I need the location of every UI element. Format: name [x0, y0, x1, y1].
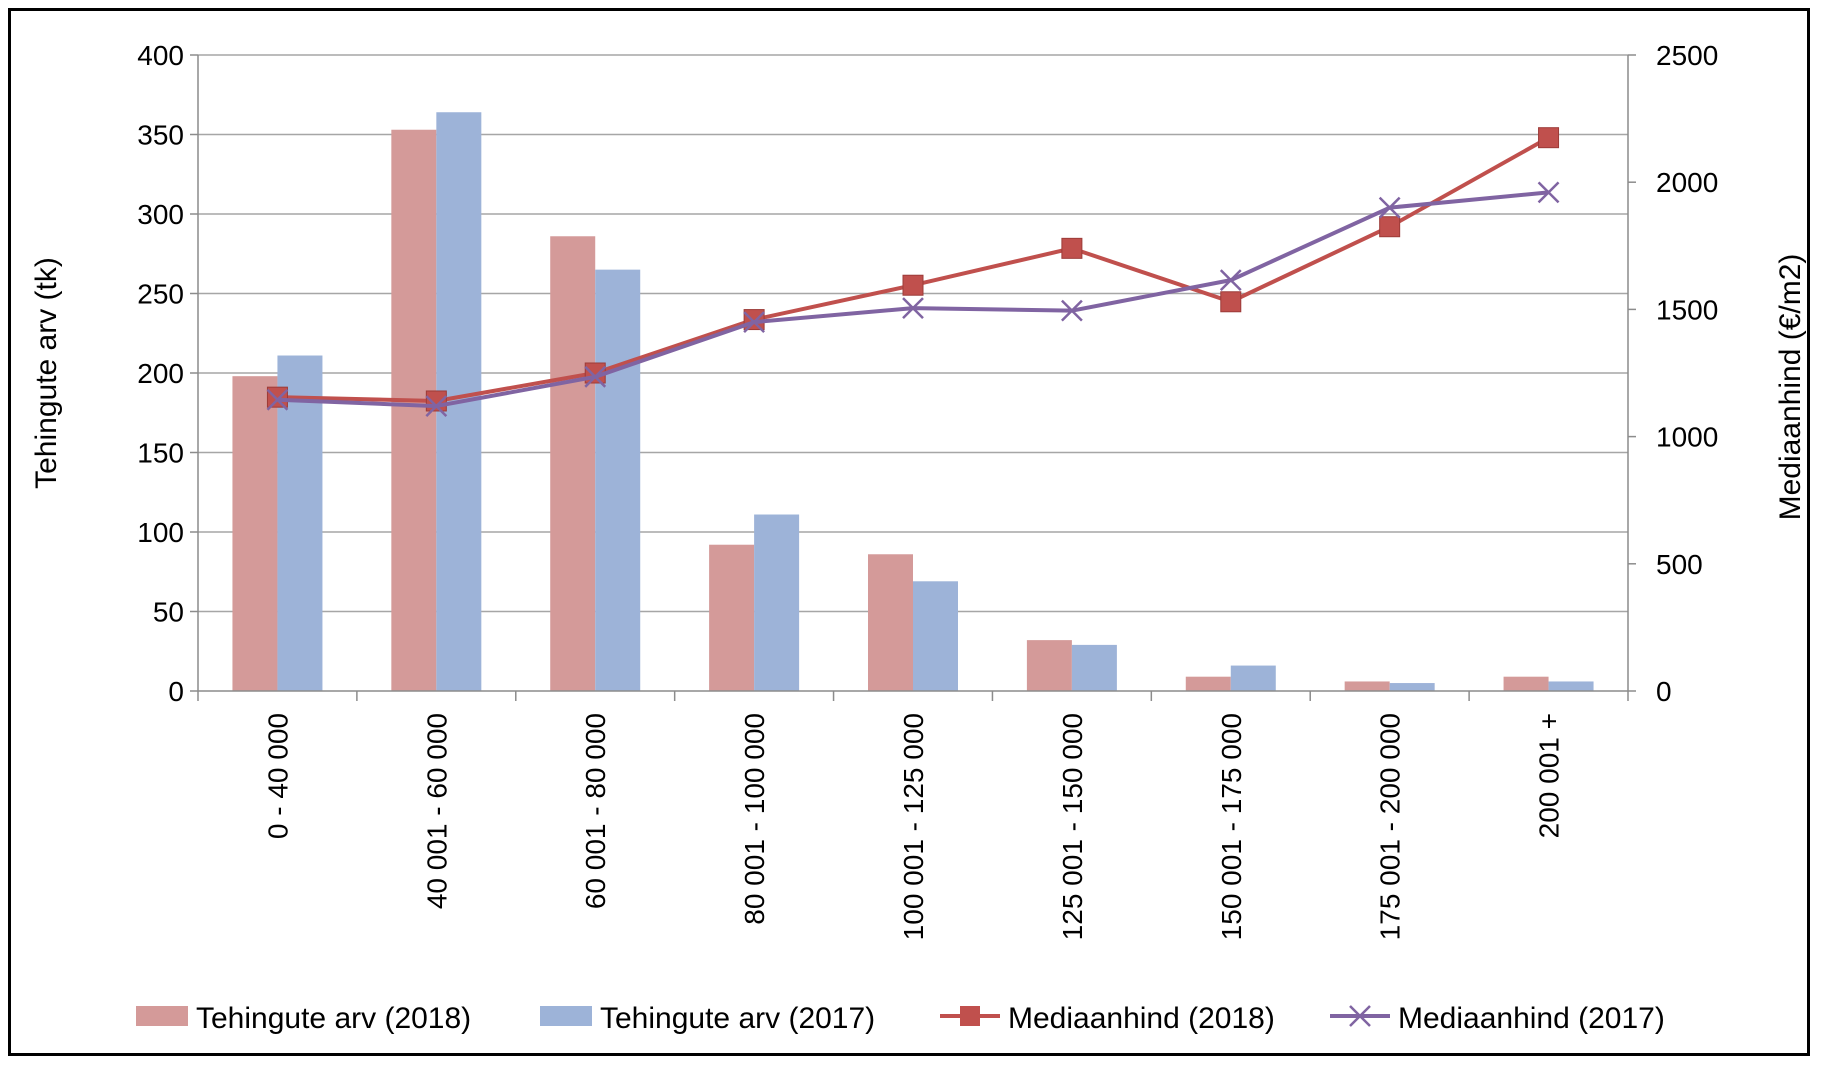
y2-tick-label: 1500: [1656, 294, 1718, 325]
bar: [595, 269, 641, 691]
y-tick-label: 150: [137, 438, 184, 469]
bar: [1503, 676, 1549, 691]
bar: [1230, 665, 1276, 691]
bar: [1548, 681, 1594, 691]
bar: [709, 544, 755, 691]
bar: [754, 514, 800, 691]
line-point: [902, 297, 924, 320]
bar: [1071, 644, 1117, 691]
y2-tick-label: 500: [1656, 549, 1703, 580]
y-axis-title: Tehingute arv (tk): [30, 257, 63, 489]
bar: [1389, 683, 1435, 691]
x-category-label: 175 001 - 200 000: [1375, 713, 1406, 940]
bar: [232, 376, 278, 691]
line-point: [1537, 181, 1560, 204]
line-point: [584, 365, 607, 388]
bar: [277, 355, 323, 691]
x-category-label: 200 001 +: [1534, 713, 1565, 838]
y-tick-label: 350: [137, 120, 184, 151]
lines: [266, 127, 1560, 417]
line-point: [266, 388, 289, 411]
line-point: [902, 274, 924, 296]
x-category-label: 150 001 - 175 000: [1216, 713, 1247, 940]
y2-tick-label: 2000: [1656, 167, 1718, 198]
x-category-label: 0 - 40 000: [262, 713, 293, 839]
y2-tick-label: 1000: [1656, 422, 1718, 453]
x-category-label: 40 001 - 60 000: [421, 713, 452, 909]
bar: [913, 581, 958, 691]
legend-label: Tehingute arv (2017): [600, 1002, 875, 1035]
y-tick-label: 400: [137, 40, 184, 71]
axes: [190, 54, 1636, 701]
y2-tick-label: 0: [1656, 676, 1672, 707]
line-point: [1378, 196, 1401, 219]
line-point: [1538, 127, 1560, 149]
legend: Tehingute arv (2018) Tehingute arv (2017)…: [136, 1002, 1665, 1035]
bar: [1026, 640, 1072, 691]
y2-axis-title: Mediaanhind (€/m2): [1774, 254, 1807, 521]
bar: [550, 236, 596, 691]
x-category-label: 60 001 - 80 000: [580, 713, 611, 909]
bars: [232, 112, 1594, 692]
y-tick-label: 300: [137, 199, 184, 230]
line-point: [1219, 269, 1242, 292]
y-tick-label: 250: [137, 279, 184, 310]
x-category-label: 100 001 - 125 000: [898, 713, 929, 940]
labels: Tehingute arv (tk) Mediaanhind (€/m2) 0 5…: [30, 40, 1807, 940]
legend-marker: [1349, 1005, 1371, 1027]
legend-marker: [960, 1006, 980, 1026]
y-tick-label: 50: [153, 597, 184, 628]
legend-label: Mediaanhind (2017): [1398, 1002, 1665, 1035]
line-point: [1061, 237, 1083, 259]
y2-tick-label: 2500: [1656, 40, 1718, 71]
line-point: [1061, 299, 1083, 322]
line-point: [266, 386, 288, 408]
x-category-label: 80 001 - 100 000: [739, 713, 770, 925]
line-point: [425, 395, 448, 417]
line-point: [1220, 291, 1242, 313]
bar: [1344, 681, 1390, 691]
bar: [1185, 676, 1231, 691]
legend-swatch: [540, 1006, 592, 1026]
line-point: [1379, 216, 1401, 238]
bar: [868, 554, 913, 691]
y-tick-label: 200: [137, 358, 184, 389]
legend-label: Tehingute arv (2018): [196, 1002, 471, 1035]
legend-swatch: [136, 1006, 188, 1026]
line-point: [743, 311, 765, 334]
x-category-label: 125 001 - 150 000: [1057, 713, 1088, 940]
legend-label: Mediaanhind (2018): [1008, 1002, 1275, 1035]
y-tick-label: 0: [168, 676, 184, 707]
y-tick-label: 100: [137, 517, 184, 548]
